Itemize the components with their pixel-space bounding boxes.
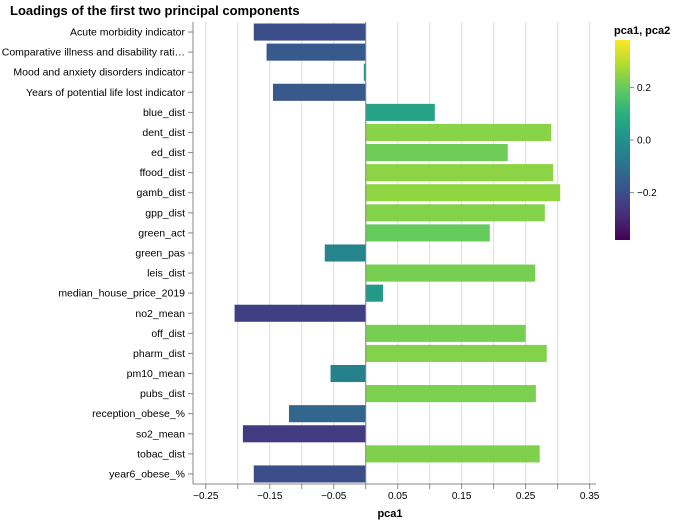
y-tick-label: so2_mean (136, 428, 185, 440)
chart-title: Loadings of the first two principal comp… (10, 3, 300, 18)
legend-gradient (615, 40, 630, 240)
y-tick-label: tobac_dist (137, 448, 185, 460)
bar (324, 244, 366, 262)
y-tick-label: Acute morbidity indicator (70, 27, 185, 39)
y-tick-label: gpp_dist (145, 207, 185, 219)
legend-title: pca1, pca2 (614, 25, 671, 37)
y-tick-label: off_dist (151, 328, 185, 340)
y-tick-label: reception_obese_% (92, 408, 185, 420)
bar (365, 445, 540, 463)
bar (363, 63, 366, 81)
bar (242, 425, 366, 443)
y-tick-label: Comparative illness and disability rati… (2, 47, 185, 59)
legend-tick-label: 0.0 (637, 136, 651, 147)
bar (272, 83, 366, 101)
x-tick-label: 0.05 (388, 491, 408, 502)
x-axis-title: pca1 (377, 508, 403, 520)
bar (365, 144, 508, 162)
bar (365, 324, 526, 342)
x-tick-label: −0.05 (321, 491, 347, 502)
y-tick-label: blue_dist (143, 107, 185, 119)
bar (365, 164, 554, 182)
grid (205, 22, 591, 484)
y-tick-label: Mood and anxiety disorders indicator (13, 67, 185, 79)
y-tick-label: Years of potential life lost indicator (26, 87, 185, 99)
y-tick-label: dent_dist (142, 127, 185, 139)
bar (253, 465, 366, 483)
x-tick-label: 0.25 (516, 491, 536, 502)
y-tick-label: median_house_price_2019 (58, 288, 185, 300)
y-tick-label: ffood_dist (140, 167, 185, 179)
y-tick-label: pharm_dist (133, 348, 185, 360)
y-tick-label: year6_obese_% (109, 468, 185, 480)
y-tick-label: green_pas (135, 248, 185, 260)
bar (365, 224, 490, 242)
bar (365, 204, 545, 222)
bar (365, 385, 536, 403)
legend-tick-label: −0.2 (637, 188, 657, 199)
legend-tick-label: 0.2 (637, 83, 651, 94)
x-tick-label: −0.25 (193, 491, 219, 502)
y-tick-label: pm10_mean (127, 368, 186, 380)
bar (365, 284, 383, 302)
bars (234, 23, 561, 483)
bar (365, 184, 561, 202)
bar (253, 23, 366, 41)
bar (365, 344, 547, 362)
x-tick-label: −0.15 (257, 491, 283, 502)
y-tick-label: gamb_dist (137, 187, 186, 199)
bar (365, 123, 552, 142)
bar (330, 364, 366, 383)
y-tick-label: no2_mean (135, 308, 185, 320)
y-tick-label: green_act (138, 227, 185, 239)
x-tick-label: 0.35 (580, 491, 600, 502)
bar (288, 405, 366, 423)
bar (365, 264, 536, 282)
x-tick-label: 0.15 (452, 491, 472, 502)
bar (365, 103, 435, 121)
y-tick-label: pubs_dist (140, 388, 185, 400)
bar (266, 43, 366, 61)
bar (234, 304, 366, 322)
y-tick-label: leis_dist (147, 268, 185, 280)
y-tick-label: ed_dist (151, 147, 185, 159)
